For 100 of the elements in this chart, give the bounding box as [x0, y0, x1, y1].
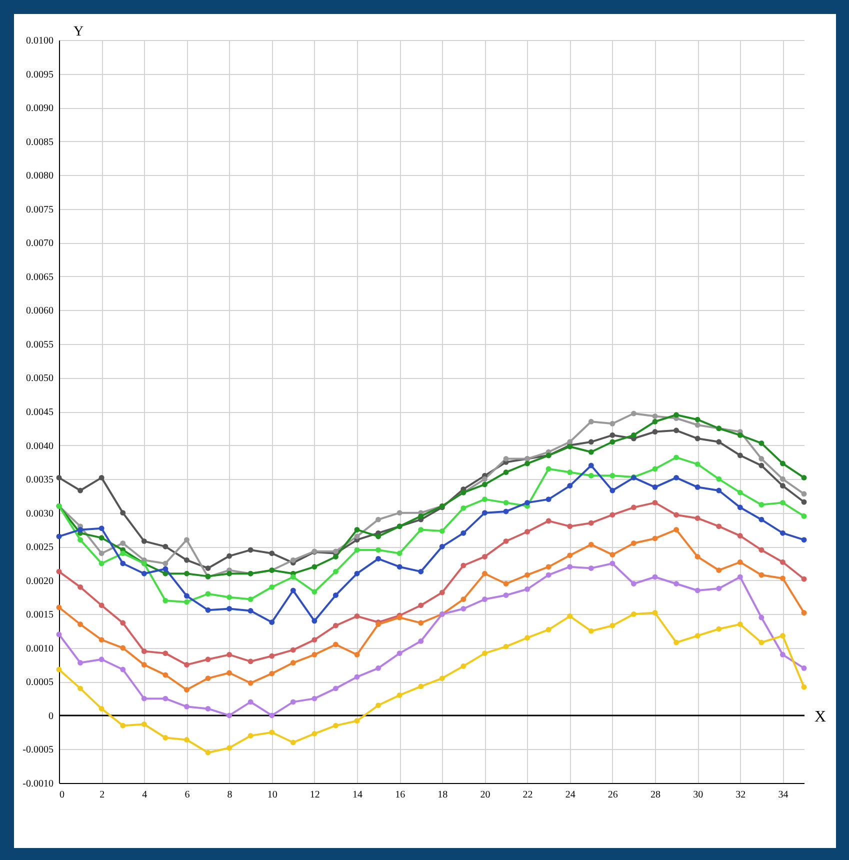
point — [758, 516, 764, 522]
x-tick-label: 24 — [565, 790, 576, 800]
point — [780, 476, 786, 482]
point — [418, 526, 424, 532]
point — [758, 462, 764, 468]
point — [758, 547, 764, 553]
point — [716, 626, 722, 632]
point — [801, 491, 807, 497]
y-tick-label: 0.0010 — [26, 643, 54, 654]
point — [780, 652, 786, 658]
point — [120, 550, 126, 556]
point — [332, 686, 338, 692]
point — [120, 560, 126, 566]
point — [588, 520, 594, 526]
point — [503, 581, 509, 586]
x-tick-label: 34 — [778, 790, 788, 800]
point — [248, 547, 254, 553]
point — [716, 476, 722, 482]
point — [184, 704, 190, 710]
point — [482, 496, 488, 502]
x-axis-title: X — [814, 708, 826, 726]
point — [546, 466, 552, 472]
point — [396, 510, 402, 516]
point — [312, 696, 318, 702]
point — [98, 637, 104, 643]
point — [312, 618, 318, 624]
y-tick-label: 0.0060 — [26, 306, 54, 317]
y-tick-label: 0.0035 — [26, 474, 54, 486]
point — [503, 456, 509, 462]
point — [546, 626, 552, 632]
point — [524, 586, 530, 592]
point — [56, 534, 62, 540]
x-tick-label: 6 — [184, 790, 190, 800]
point — [290, 588, 296, 594]
point — [610, 560, 616, 566]
point — [184, 687, 190, 693]
point — [780, 576, 786, 582]
point — [503, 644, 509, 650]
point — [141, 570, 147, 576]
point — [610, 439, 616, 445]
x-tick-label: 28 — [650, 790, 660, 800]
point — [141, 722, 147, 727]
point — [567, 439, 573, 445]
point — [674, 428, 680, 434]
point — [503, 592, 509, 598]
point — [162, 650, 168, 656]
point — [269, 712, 275, 718]
point — [524, 635, 530, 641]
point — [758, 440, 764, 446]
point — [332, 592, 338, 598]
point — [567, 564, 573, 570]
point — [98, 560, 104, 566]
point — [205, 565, 211, 571]
point — [610, 512, 616, 518]
point — [205, 607, 211, 613]
point — [652, 466, 658, 472]
point — [162, 598, 168, 604]
x-tick-label: 10 — [267, 790, 278, 800]
point — [332, 622, 338, 628]
point — [652, 418, 658, 424]
point — [120, 666, 126, 672]
point — [524, 572, 530, 578]
point — [162, 544, 168, 550]
point — [226, 652, 232, 658]
point — [780, 530, 786, 536]
point — [56, 474, 62, 480]
point — [716, 568, 722, 573]
point — [312, 730, 318, 736]
point — [120, 722, 126, 728]
point — [801, 576, 807, 582]
point — [184, 537, 190, 543]
point — [801, 499, 807, 505]
x-tick-label: 8 — [227, 790, 232, 800]
point — [460, 663, 466, 669]
point — [610, 622, 616, 628]
point — [630, 410, 636, 416]
x-tick-label: 14 — [352, 790, 362, 800]
point — [162, 560, 168, 566]
point — [588, 472, 594, 478]
point — [248, 699, 254, 705]
point — [737, 490, 743, 496]
point — [332, 722, 338, 728]
y-tick-label: 0.0025 — [26, 542, 54, 554]
point — [78, 584, 84, 590]
point — [162, 696, 168, 702]
point — [226, 745, 232, 751]
point — [376, 534, 382, 540]
point — [652, 429, 658, 434]
point — [205, 750, 211, 756]
point — [674, 526, 680, 532]
point — [610, 472, 616, 478]
point — [354, 547, 360, 553]
point — [162, 566, 168, 572]
point — [290, 557, 296, 563]
point — [418, 684, 424, 690]
point — [78, 660, 84, 666]
point — [694, 515, 700, 521]
point — [120, 645, 126, 651]
point — [588, 565, 594, 571]
point — [226, 594, 232, 600]
